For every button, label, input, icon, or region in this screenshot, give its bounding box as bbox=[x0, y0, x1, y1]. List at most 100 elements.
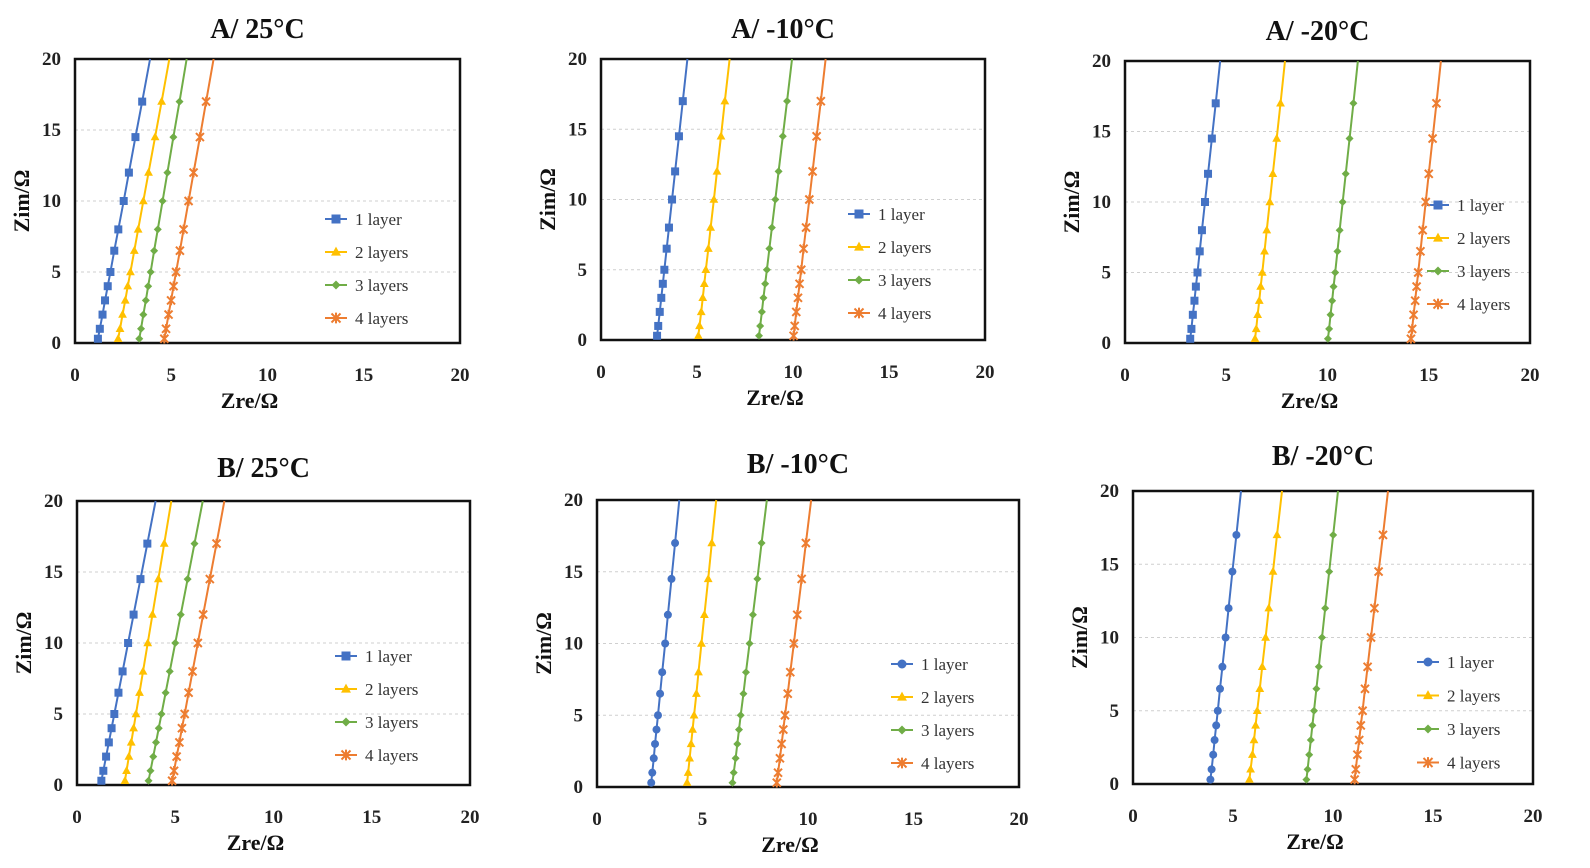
legend-label: 4 layers bbox=[1447, 754, 1500, 773]
plot-frame bbox=[1131, 489, 1535, 786]
data-point bbox=[120, 295, 130, 304]
data-point bbox=[1195, 247, 1204, 256]
data-point bbox=[171, 267, 181, 277]
legend-marker bbox=[854, 275, 864, 285]
data-point bbox=[765, 244, 774, 253]
data-point bbox=[1345, 134, 1354, 143]
data-point bbox=[783, 97, 792, 106]
legend-label: 4 layers bbox=[355, 309, 408, 328]
data-point bbox=[671, 167, 680, 176]
data-point bbox=[166, 295, 176, 306]
data-point bbox=[161, 324, 171, 334]
series-2 bbox=[120, 500, 173, 784]
data-point bbox=[1246, 764, 1255, 773]
series-2 bbox=[1245, 490, 1283, 783]
data-point bbox=[183, 687, 194, 698]
y-tick-label: 10 bbox=[1092, 192, 1111, 213]
x-tick-label: 15 bbox=[1424, 806, 1443, 827]
data-point bbox=[106, 268, 115, 276]
legend-label: 3 layers bbox=[355, 276, 408, 295]
x-tick-label: 20 bbox=[1524, 806, 1543, 827]
data-point bbox=[122, 766, 131, 774]
chart-title: B/ 25°C bbox=[217, 453, 310, 484]
legend-label: 3 layers bbox=[365, 713, 418, 732]
y-axis-label: Zim/Ω bbox=[535, 168, 560, 231]
data-point bbox=[792, 610, 802, 620]
chart-panel: B/ -10°C 0 5 10 15 20 0 5 10 15 20 Zre/Ω Zim/Ω 1 laye… bbox=[531, 449, 1029, 857]
y-tick-label: 15 bbox=[1100, 554, 1119, 575]
chart-title: A/ 25°C bbox=[210, 14, 304, 45]
data-point bbox=[1232, 530, 1241, 539]
x-tick-label: 10 bbox=[784, 362, 803, 383]
data-point bbox=[1193, 268, 1202, 277]
data-point bbox=[1328, 296, 1337, 305]
data-point bbox=[728, 778, 737, 787]
data-point bbox=[780, 710, 790, 721]
x-tick-label: 10 bbox=[264, 807, 283, 828]
data-point bbox=[118, 309, 127, 318]
data-point bbox=[1326, 310, 1335, 319]
data-point bbox=[755, 331, 764, 340]
data-point bbox=[149, 752, 158, 761]
x-tick-label: 0 bbox=[592, 809, 602, 830]
data-point bbox=[139, 310, 148, 319]
data-point bbox=[1257, 267, 1267, 276]
legend-label: 1 layer bbox=[878, 205, 925, 224]
data-point bbox=[757, 539, 766, 548]
data-point bbox=[115, 324, 125, 332]
data-point bbox=[1187, 324, 1196, 333]
data-point bbox=[159, 333, 170, 344]
x-axis-label: Zre/Ω bbox=[221, 388, 279, 413]
data-point bbox=[1255, 683, 1265, 692]
legend-label: 2 layers bbox=[1447, 687, 1500, 706]
chart-panel: B/ 25°C 0 5 10 15 20 0 5 10 15 20 Zre/Ω Zim/Ω 1 layer… bbox=[11, 453, 480, 855]
legend-marker bbox=[897, 659, 907, 669]
data-point bbox=[654, 321, 663, 330]
series-2 bbox=[1250, 60, 1286, 342]
x-tick-label: 20 bbox=[1521, 365, 1540, 386]
data-point bbox=[674, 132, 683, 141]
data-point bbox=[698, 293, 708, 302]
data-point bbox=[716, 131, 726, 140]
series-3 bbox=[755, 58, 794, 340]
data-point bbox=[1262, 225, 1272, 234]
data-point bbox=[1207, 134, 1216, 143]
x-axis-label: Zre/Ω bbox=[227, 830, 285, 855]
data-point bbox=[748, 610, 757, 619]
data-point bbox=[1204, 169, 1213, 178]
series-1 bbox=[653, 58, 689, 340]
legend-label: 2 layers bbox=[1457, 229, 1510, 248]
data-point bbox=[135, 687, 144, 696]
data-point bbox=[682, 777, 692, 786]
data-point bbox=[694, 667, 703, 676]
data-point bbox=[761, 279, 770, 288]
data-point bbox=[150, 246, 159, 255]
y-tick-label: 0 bbox=[1102, 333, 1112, 354]
plot-frame bbox=[1123, 59, 1532, 345]
data-point bbox=[1209, 750, 1218, 759]
x-axis-label: Zre/Ω bbox=[1281, 388, 1339, 413]
data-point bbox=[135, 334, 144, 343]
data-point bbox=[735, 725, 744, 734]
y-axis-label: Zim/Ω bbox=[9, 170, 34, 233]
data-point bbox=[1338, 198, 1347, 206]
x-tick-label: 5 bbox=[692, 362, 702, 383]
legend-marker bbox=[854, 209, 864, 219]
data-point bbox=[1268, 169, 1278, 177]
data-point bbox=[1207, 765, 1216, 774]
data-point bbox=[804, 194, 815, 205]
chart-title: A/ -20°C bbox=[1266, 16, 1370, 47]
data-point bbox=[653, 331, 662, 340]
x-axis-label: Zre/Ω bbox=[1286, 829, 1344, 854]
data-point bbox=[205, 574, 215, 584]
data-point bbox=[168, 281, 179, 291]
data-point bbox=[1335, 226, 1344, 235]
data-point bbox=[1272, 133, 1282, 142]
legend-marker bbox=[1423, 724, 1433, 734]
data-point bbox=[688, 724, 697, 733]
chart-panel: A/ 25°C 0 5 10 15 20 0 5 10 15 20 Zre/Ω Zim/Ω 1 layer… bbox=[9, 14, 470, 413]
data-point bbox=[671, 539, 680, 548]
legend-marker bbox=[897, 691, 907, 701]
data-point bbox=[778, 132, 787, 141]
